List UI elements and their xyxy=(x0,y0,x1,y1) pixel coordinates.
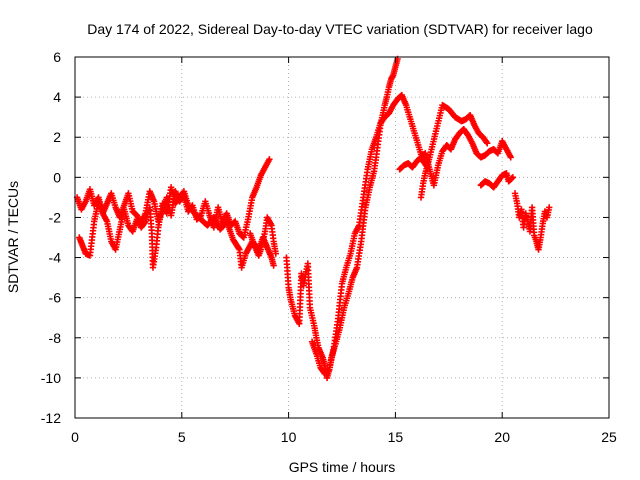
series-track-h xyxy=(477,170,517,191)
y-axis-label: SDTVAR / TECUs xyxy=(5,181,21,293)
y-tick-label: -12 xyxy=(41,410,61,426)
data-point xyxy=(507,154,514,161)
data-point-interp xyxy=(235,245,242,252)
data-point xyxy=(509,174,517,181)
series-track-i xyxy=(511,190,553,253)
x-tick-label: 10 xyxy=(281,429,297,445)
x-axis-label: GPS time / hours xyxy=(289,459,396,475)
data-point-interp xyxy=(141,219,148,226)
data-point-interp xyxy=(508,174,516,182)
series-track-c xyxy=(246,214,279,259)
plot-frame xyxy=(74,56,610,419)
series-track-e xyxy=(308,91,431,378)
x-tick-label: 5 xyxy=(178,429,186,445)
data-point xyxy=(484,140,491,147)
ticks-layer: 0 5 10 15 20 25 -12 -10 -8 -6 -4 -2 0 2 4 6 xyxy=(41,49,617,445)
data-point xyxy=(270,262,277,269)
chart-title: Day 174 of 2022, Sidereal Day-to-day VTE… xyxy=(87,21,593,37)
data-point-interp xyxy=(483,138,490,146)
y-tick-label: 0 xyxy=(53,169,61,185)
y-tick-label: -6 xyxy=(49,290,62,306)
x-tick-label: 25 xyxy=(601,429,617,445)
x-tick-label: 15 xyxy=(388,429,404,445)
y-tick-label: 4 xyxy=(53,89,61,105)
grid-layer xyxy=(75,57,609,418)
y-tick-label: 6 xyxy=(53,49,61,65)
y-tick-label: -2 xyxy=(49,209,62,225)
data-point xyxy=(272,250,279,257)
y-tick-label: -8 xyxy=(49,330,62,346)
y-tick-label: -10 xyxy=(41,370,61,386)
series-track-d xyxy=(283,55,401,382)
data-point xyxy=(266,156,273,163)
x-tick-label: 20 xyxy=(494,429,510,445)
series-track-g xyxy=(417,101,491,201)
x-tick-label: 0 xyxy=(71,429,79,445)
data-point-interp xyxy=(325,367,332,374)
y-tick-label: 2 xyxy=(53,129,61,145)
marks-layer xyxy=(73,55,553,382)
data-point xyxy=(545,204,553,211)
y-tick-label: -4 xyxy=(49,250,62,266)
